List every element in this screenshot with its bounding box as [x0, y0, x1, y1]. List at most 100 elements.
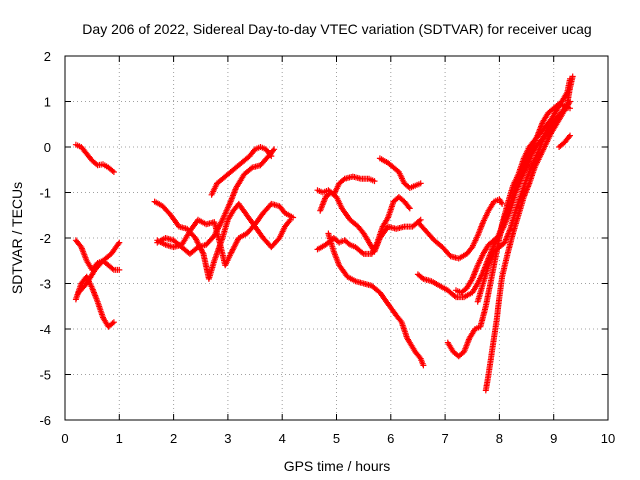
data-point	[441, 246, 444, 248]
data-point	[512, 232, 514, 235]
data-point	[487, 373, 490, 376]
data-point	[455, 289, 457, 292]
data-point	[504, 223, 506, 226]
data-point	[387, 303, 389, 305]
data-point	[547, 112, 550, 114]
data-point	[523, 157, 525, 160]
data-point	[85, 259, 88, 262]
data-point	[381, 225, 384, 228]
data-point	[240, 162, 243, 164]
data-point	[75, 143, 77, 146]
data-point	[512, 184, 514, 187]
data-point	[455, 296, 457, 298]
data-point	[292, 216, 294, 219]
data-point	[471, 246, 474, 248]
data-point	[493, 337, 495, 339]
data-point	[487, 264, 490, 267]
x-tick-label: 8	[496, 431, 503, 446]
data-point	[520, 178, 522, 180]
data-point	[387, 225, 389, 228]
y-tick-label: -6	[39, 413, 51, 428]
data-point	[457, 257, 460, 260]
data-point	[498, 246, 501, 248]
data-point	[476, 264, 479, 267]
data-point	[330, 191, 332, 194]
data-point	[232, 209, 235, 212]
data-point	[362, 232, 365, 235]
data-point	[495, 319, 498, 321]
series-7	[154, 200, 297, 269]
series-markers	[72, 273, 117, 330]
data-point	[349, 219, 351, 221]
series-14	[414, 196, 506, 262]
data-point	[379, 157, 381, 160]
y-tick-label: -2	[39, 231, 51, 246]
data-point	[278, 205, 281, 207]
data-point	[517, 214, 520, 217]
data-point	[338, 241, 341, 244]
data-point	[270, 155, 273, 157]
data-point	[392, 200, 395, 203]
series-19	[474, 105, 568, 305]
data-point	[457, 355, 460, 358]
data-point	[387, 162, 389, 164]
data-point	[354, 246, 357, 248]
x-tick-label: 9	[550, 431, 557, 446]
data-point	[379, 237, 381, 239]
data-point	[224, 175, 226, 178]
data-point	[403, 225, 406, 228]
data-point	[327, 189, 330, 192]
x-tick-label: 0	[61, 431, 68, 446]
data-point	[110, 253, 112, 255]
data-point	[493, 239, 495, 242]
axis-ticks	[64, 55, 609, 421]
data-point	[487, 244, 490, 246]
data-point	[419, 357, 422, 360]
data-point	[360, 178, 362, 180]
data-point	[528, 182, 531, 185]
data-point	[476, 300, 479, 303]
data-point	[520, 193, 522, 196]
data-point	[227, 219, 229, 221]
data-point	[539, 132, 541, 135]
data-point	[409, 207, 411, 210]
data-point	[224, 264, 226, 267]
data-point	[246, 232, 248, 235]
data-point	[218, 241, 221, 244]
data-point	[94, 269, 96, 271]
data-point	[460, 291, 463, 294]
series-8	[208, 144, 275, 198]
data-point	[91, 159, 93, 162]
data-point	[490, 355, 493, 358]
data-point	[248, 155, 251, 157]
data-point	[504, 241, 506, 244]
data-point	[216, 182, 218, 185]
data-point	[476, 234, 479, 237]
data-point	[419, 182, 422, 185]
data-point	[85, 282, 88, 285]
data-point	[180, 244, 183, 246]
data-point	[430, 280, 433, 283]
data-point	[379, 291, 381, 294]
data-point	[449, 255, 452, 257]
y-tick-label: -3	[39, 277, 51, 292]
data-point	[164, 237, 167, 239]
data-point	[447, 289, 449, 292]
data-point	[85, 275, 88, 278]
y-tick-label: 0	[44, 140, 51, 155]
data-point	[373, 180, 376, 182]
data-point	[542, 139, 544, 141]
series-12	[325, 230, 427, 369]
x-tick-label: 2	[170, 431, 177, 446]
data-point	[452, 350, 455, 353]
data-point	[319, 209, 322, 212]
data-point	[284, 225, 286, 228]
data-point	[270, 246, 273, 248]
data-point	[178, 225, 180, 228]
data-point	[485, 389, 487, 392]
data-point	[102, 316, 104, 319]
data-point	[395, 228, 398, 230]
data-point	[417, 221, 419, 223]
data-point	[197, 219, 199, 221]
data-point	[368, 178, 370, 180]
